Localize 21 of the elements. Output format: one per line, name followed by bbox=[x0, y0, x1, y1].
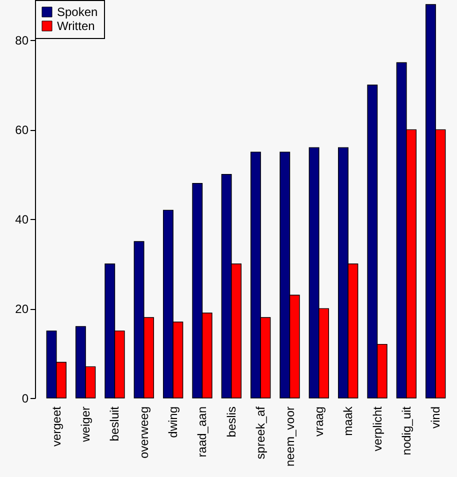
x-tick-label: vergeet bbox=[49, 406, 64, 447]
x-tick-label: besluit bbox=[108, 406, 122, 442]
y-tick-label: 0 bbox=[22, 392, 29, 406]
x-tick-label: neem_voor bbox=[282, 406, 297, 467]
x-tick-label: raad_aan bbox=[195, 406, 210, 458]
x-tick-label: overweeg bbox=[136, 406, 151, 459]
x-tick-label: vind bbox=[428, 406, 443, 429]
y-tick-label: 60 bbox=[15, 123, 29, 138]
y-tick-label: 40 bbox=[15, 212, 29, 227]
x-tick-label: verplicht bbox=[370, 406, 384, 452]
x-tick-label: spreek_af bbox=[254, 406, 268, 460]
x-tick-label: dwing bbox=[166, 406, 180, 438]
x-tick-label: beslis bbox=[224, 406, 238, 438]
y-tick-label: 20 bbox=[15, 302, 29, 316]
legend-label: Written bbox=[57, 19, 95, 33]
x-tick-label: nodig_uit bbox=[399, 406, 414, 456]
legend-label: Spoken bbox=[57, 5, 98, 19]
x-tick-label: weiger bbox=[78, 406, 93, 443]
x-tick-label: maak bbox=[341, 406, 356, 436]
x-tick-label: vraag bbox=[312, 406, 326, 437]
y-tick-label: 80 bbox=[15, 34, 29, 48]
